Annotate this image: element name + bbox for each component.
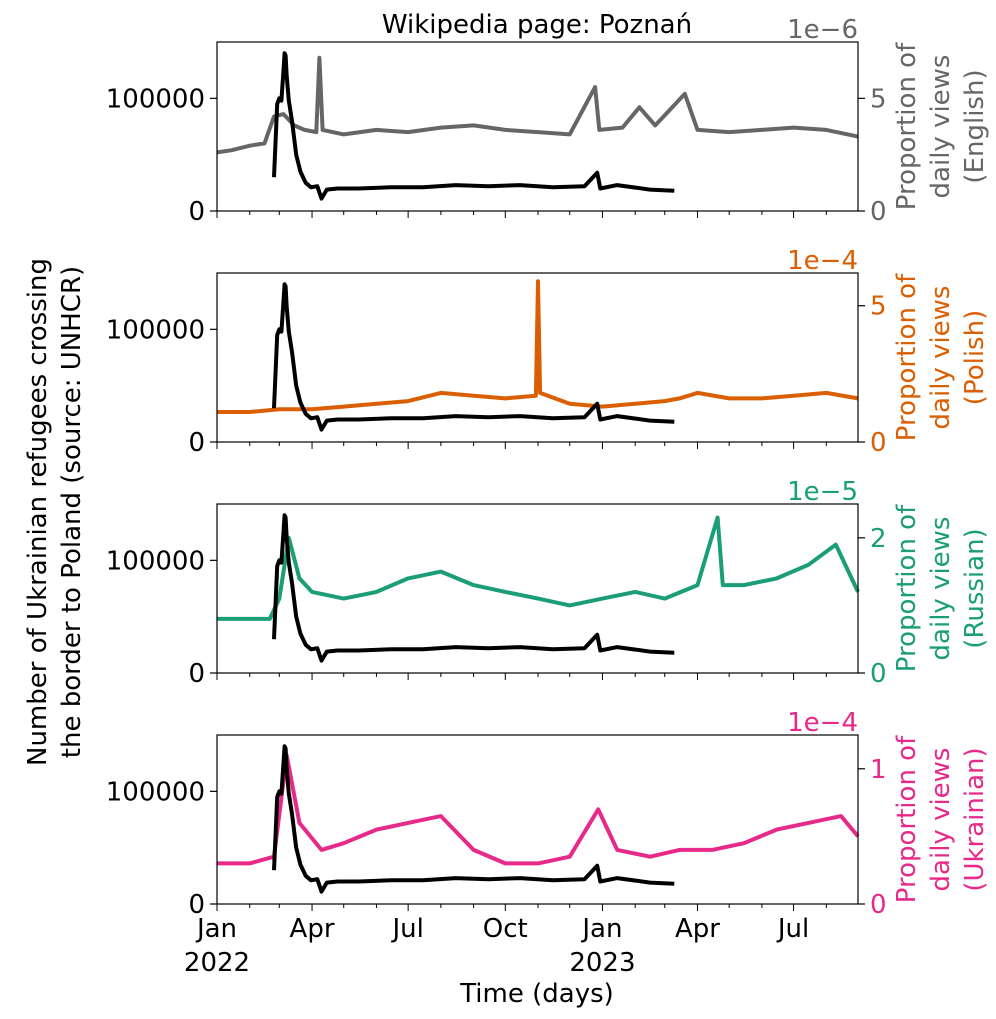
left-y-tick-label: 100000 [106, 546, 205, 576]
offset-label: 1e−5 [787, 477, 858, 507]
axes-frame [216, 734, 859, 905]
right-axis-label-line: Proportion of [892, 273, 922, 441]
left-y-tick-label: 0 [188, 890, 205, 920]
right-axis-label-line: Proportion of [892, 735, 922, 903]
chart-title: Wikipedia page: Poznań [382, 10, 692, 40]
left-y-tick-label: 0 [188, 197, 205, 227]
right-axis-label-line: daily views [926, 517, 956, 661]
right-axis-label-line: (Ukrainian) [960, 747, 990, 891]
series-line-refugees [272, 282, 675, 432]
series-line-refugees [272, 51, 675, 201]
series-line-english [216, 55, 859, 155]
panel-polish: 0 100000 0 5 1e−4 Proportion of daily views (Po… [106, 246, 990, 458]
panel-russian: 0 100000 0 2 1e−5 Proportion of daily views (Ru… [106, 477, 990, 689]
series-line-refugees [272, 513, 675, 663]
axes-frame [216, 41, 859, 212]
right-y-tick-label: 5 [870, 292, 887, 322]
offset-label: 1e−4 [787, 246, 858, 276]
right-axis-label-line: (English) [960, 69, 990, 183]
left-y-tick-label: 0 [188, 659, 205, 689]
left-ylabel-line-1: Number of Ukrainian refugees crossing [23, 258, 53, 766]
left-y-tick-label: 100000 [106, 777, 205, 807]
left-y-tick-label: 0 [188, 428, 205, 458]
x-tick-label: Jan [195, 914, 237, 944]
x-tick-year-label: 2023 [569, 948, 635, 978]
right-y-tick-label: 1 [870, 755, 887, 785]
x-tick-year-label: 2022 [184, 948, 250, 978]
panel-english: 0 100000 0 5 1e−6 Proportion of daily views (En… [106, 15, 990, 227]
axes-frame [216, 503, 859, 674]
series-line-russian [217, 515, 860, 621]
right-axis-label-line: Proportion of [892, 42, 922, 210]
x-axis-label: Time (days) [459, 979, 614, 1009]
series-line-ukrainian [217, 753, 860, 866]
x-tick-label: Jul [776, 914, 809, 944]
panel-ukrainian: 0 100000 0 1 1e−4 Proportion of daily views (Uk… [106, 708, 990, 978]
right-y-tick-label: 0 [870, 428, 887, 458]
right-axis-label-line: (Polish) [960, 310, 990, 405]
right-axis-label-line: daily views [926, 286, 956, 430]
series-line-polish [217, 279, 859, 414]
right-axis-label-line: daily views [926, 748, 956, 892]
right-axis-label-line: Proportion of [892, 504, 922, 672]
left-ylabel-line-2: the border to Poland (source: UNHCR) [57, 266, 87, 758]
right-y-tick-label: 0 [870, 659, 887, 689]
axes-frame [216, 272, 859, 443]
x-tick-label: Apr [675, 914, 720, 944]
offset-label: 1e−4 [787, 708, 858, 738]
series-line-refugees [272, 744, 675, 894]
offset-label: 1e−6 [787, 15, 858, 45]
x-tick-label: Apr [290, 914, 335, 944]
right-axis-label-line: daily views [926, 55, 956, 199]
left-y-tick-label: 100000 [106, 315, 205, 345]
right-y-tick-label: 0 [870, 197, 887, 227]
left-y-tick-label: 100000 [106, 84, 205, 114]
x-tick-label: Jul [390, 914, 423, 944]
right-y-tick-label: 2 [870, 524, 887, 554]
x-tick-label: Oct [483, 914, 528, 944]
right-y-tick-label: 0 [870, 890, 887, 920]
right-y-tick-label: 5 [870, 84, 887, 114]
right-axis-label-line: (Russian) [960, 528, 990, 648]
x-tick-label: Jan [580, 914, 622, 944]
